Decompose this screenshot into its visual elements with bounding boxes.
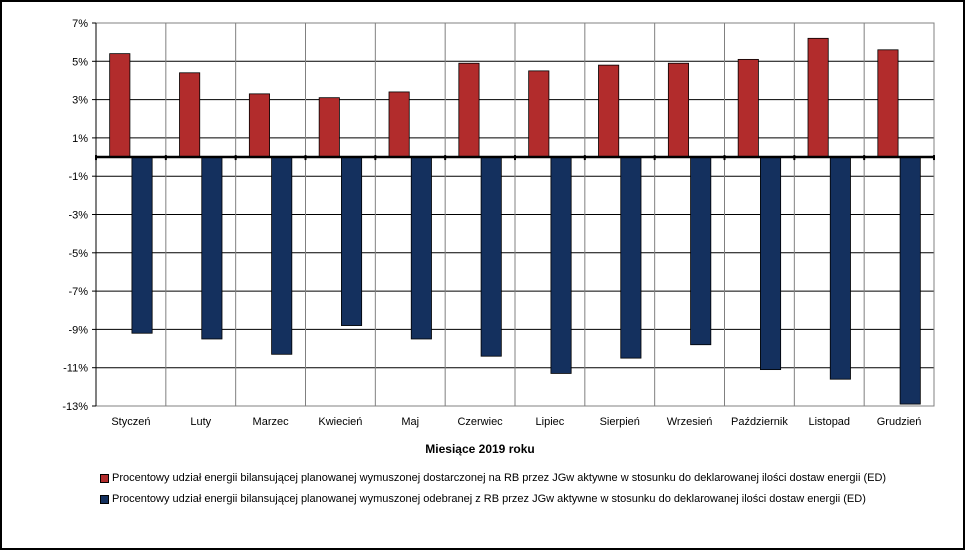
x-axis-title: Miesiące 2019 roku	[425, 442, 535, 456]
legend-item-received: Procentowy udział energii bilansującej p…	[100, 493, 930, 506]
bar-delivered	[737, 58, 759, 158]
y-tick-label: 1%	[72, 133, 88, 145]
y-tick-label: -11%	[63, 363, 88, 375]
bar-delivered	[109, 53, 131, 158]
bar-received	[760, 156, 782, 371]
bar-delivered	[388, 91, 410, 158]
bar-received	[480, 156, 502, 357]
bar-delivered	[458, 62, 480, 158]
x-tick-label: Luty	[190, 416, 211, 428]
x-tick-labels: Styczeń Luty Marzec Kwiecień Maj Czerwiec Lipi…	[111, 416, 921, 428]
y-tick-label: -7%	[68, 286, 88, 298]
bar-delivered	[318, 97, 340, 158]
bar-delivered	[248, 93, 270, 158]
x-tick-label: Sierpień	[600, 416, 640, 428]
y-tick-label: -13%	[62, 401, 88, 413]
x-tick-label: Maj	[401, 416, 419, 428]
bar-delivered	[807, 37, 829, 158]
x-tick-label: Styczeń	[111, 416, 150, 428]
bar-delivered	[598, 64, 620, 158]
bar-received	[271, 156, 293, 355]
bar-received	[620, 156, 642, 359]
x-tick-label: Lipiec	[536, 416, 565, 428]
legend-swatch-delivered	[100, 474, 109, 483]
x-tick-label: Marzec	[253, 416, 290, 428]
bar-delivered	[877, 49, 899, 158]
y-tick-label: 5%	[72, 56, 88, 68]
bar-received	[341, 156, 363, 326]
y-tick-label: -5%	[68, 248, 88, 260]
bar-received	[410, 156, 432, 340]
legend-label-received: Procentowy udział energii bilansującej p…	[112, 493, 866, 505]
y-tick-label: -3%	[68, 210, 88, 222]
legend-swatch-received	[100, 495, 109, 504]
bar-received	[829, 156, 851, 380]
legend-label-delivered: Procentowy udział energii bilansującej p…	[112, 472, 887, 484]
legend-item-delivered: Procentowy udział energii bilansującej p…	[100, 472, 930, 485]
bar-delivered	[528, 70, 550, 158]
axes	[92, 22, 935, 407]
bar-delivered	[667, 62, 689, 158]
x-tick-label: Czerwiec	[457, 416, 503, 428]
x-tick-label: Kwiecień	[318, 416, 362, 428]
y-tick-label: -9%	[68, 324, 88, 336]
bar-received	[201, 156, 223, 340]
bar-received	[131, 156, 153, 334]
bars	[109, 37, 921, 405]
x-tick-label: Grudzień	[877, 416, 922, 428]
y-tick-label: 3%	[72, 95, 88, 107]
bar-received	[899, 156, 921, 405]
y-tick-label: -1%	[68, 171, 88, 183]
bar-delivered	[179, 72, 201, 158]
legend: Procentowy udział energii bilansującej p…	[100, 472, 930, 514]
y-tick-labels: 7% 5% 3% 1% -1% -3% -5% -7% -9% -11% -13%	[62, 18, 88, 413]
x-tick-label: Październik	[731, 416, 788, 428]
bar-received	[550, 156, 572, 374]
bar-received	[690, 156, 712, 346]
y-tick-label: 7%	[72, 18, 88, 30]
x-tick-label: Wrzesień	[667, 416, 713, 428]
x-tick-label: Listopad	[808, 416, 850, 428]
